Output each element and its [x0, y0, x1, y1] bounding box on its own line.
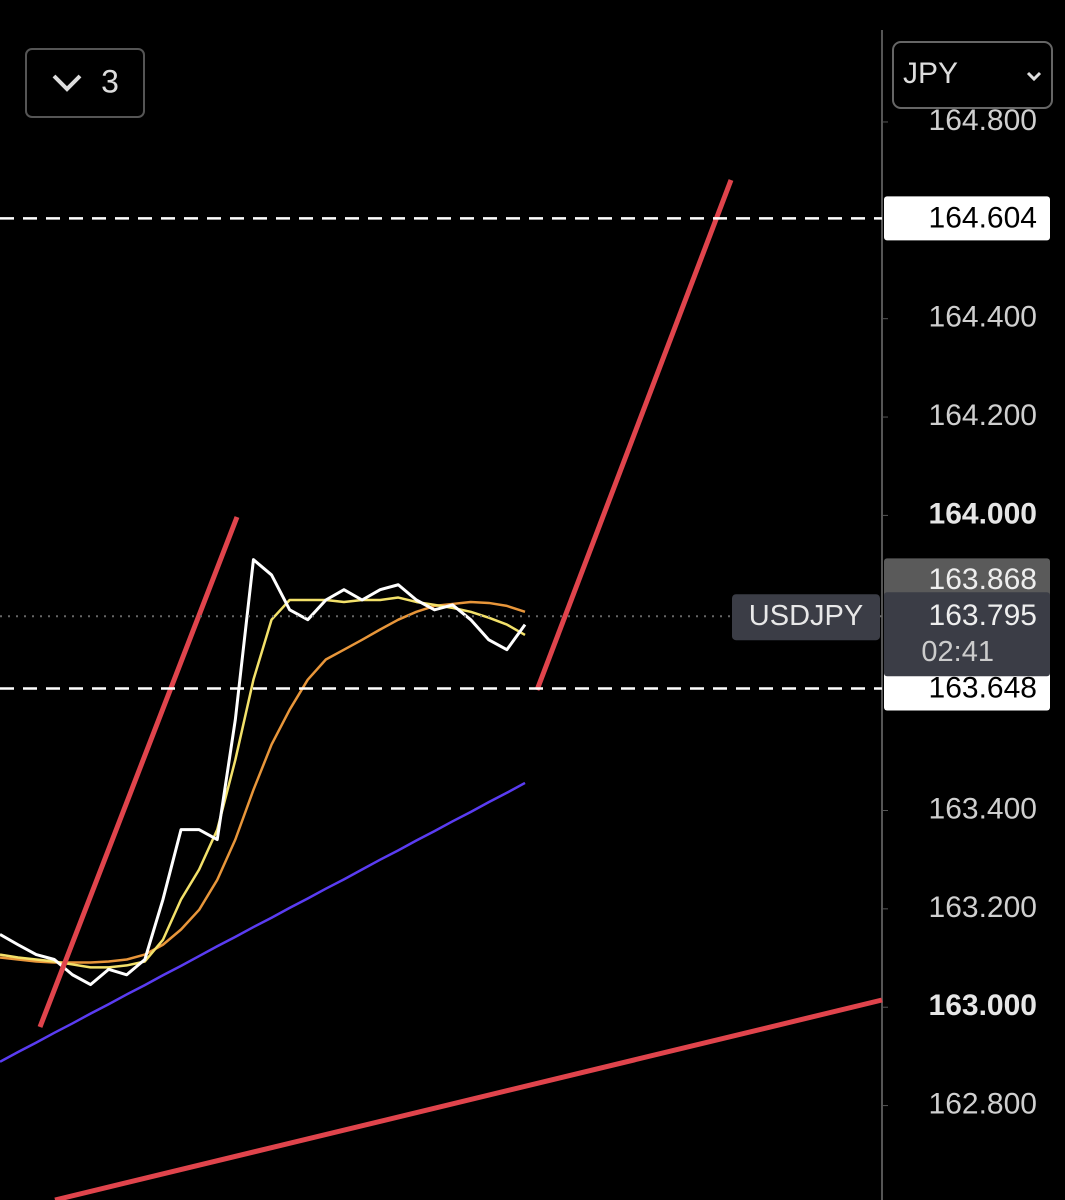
series-line [0, 600, 526, 964]
symbol-label: USDJPY [749, 600, 863, 632]
level-tag-text: 164.604 [929, 201, 1037, 234]
series-line [0, 596, 526, 969]
currency-select[interactable]: JPY [892, 41, 1053, 109]
y-tick-label: 163.400 [929, 792, 1037, 825]
y-tick-label: 163.000 [929, 989, 1037, 1022]
indicator-count: 3 [101, 63, 119, 99]
trend-line [534, 179, 734, 691]
symbol-tag [732, 594, 880, 641]
collapse-button[interactable]: 3 [25, 48, 145, 118]
plot-area [0, 558, 527, 1063]
button-frame[interactable] [25, 48, 145, 118]
y-tick-label: 162.800 [929, 1087, 1037, 1120]
currency-label: JPY [903, 57, 958, 90]
y-tick-label: 164.200 [929, 399, 1037, 432]
price-tags: 164.604 163.648 163.868 USDJPY 163.795 02:41 [0, 196, 1050, 711]
last-price-tag [884, 592, 1050, 677]
y-tick-label: 164.000 [929, 497, 1037, 530]
y-tick-label: 163.200 [929, 891, 1037, 924]
series-line [0, 781, 526, 1063]
high-tag-text: 163.868 [929, 563, 1037, 596]
select-chevron [1026, 71, 1042, 82]
level-tag-text: 163.648 [929, 671, 1037, 704]
countdown-text: 02:41 [921, 636, 994, 668]
price-axis: 164.800 164.400 164.200 164.000 163.400 163.2… [882, 104, 1037, 1120]
last-price-text: 163.795 [929, 599, 1037, 632]
trend-line [54, 997, 883, 1200]
select-frame[interactable] [892, 41, 1053, 109]
level-tag [884, 666, 1050, 711]
series-line [0, 558, 527, 987]
trend-line [37, 516, 240, 1028]
y-tick-label: 164.400 [929, 301, 1037, 334]
y-tick-label: 164.800 [929, 104, 1037, 137]
level-tag [884, 196, 1050, 241]
chevron-icon [52, 74, 82, 92]
high-tag [884, 558, 1050, 603]
